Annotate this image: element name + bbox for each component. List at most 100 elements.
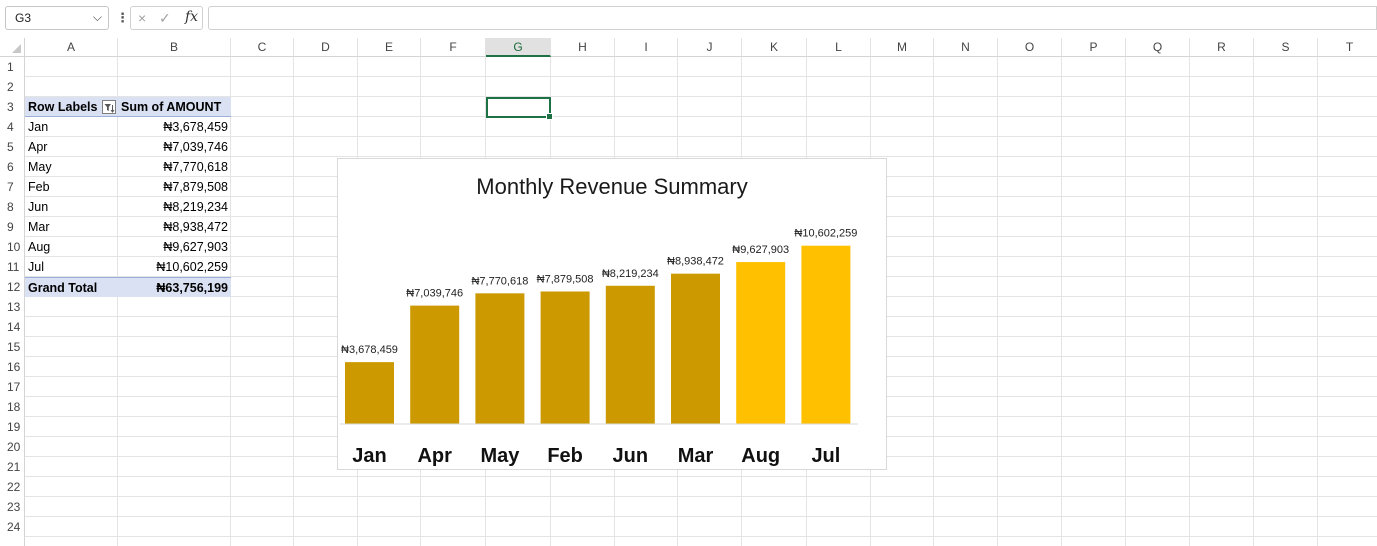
pivot-row-label[interactable]: Jul: [28, 260, 44, 274]
select-all-button[interactable]: [0, 38, 25, 57]
column-header-h[interactable]: H: [551, 38, 615, 57]
column-header-r[interactable]: R: [1190, 38, 1254, 57]
column-header-n[interactable]: N: [934, 38, 998, 57]
column-header-j[interactable]: J: [678, 38, 742, 57]
x-tick-label: May: [480, 445, 520, 467]
gridline: [25, 156, 1377, 157]
bar-apr[interactable]: [410, 305, 460, 424]
gridline: [230, 57, 231, 546]
column-header-d[interactable]: D: [294, 38, 358, 57]
name-box[interactable]: G3 ⌵: [5, 6, 109, 30]
column-header-g[interactable]: G: [486, 38, 551, 57]
row-header-1[interactable]: 1: [0, 57, 25, 77]
pivot-row-label[interactable]: Apr: [28, 140, 48, 154]
column-header-p[interactable]: P: [1062, 38, 1126, 57]
pivot-row-value[interactable]: ₦10,602,259: [156, 260, 228, 274]
pivot-header-row-labels[interactable]: Row Labels: [25, 97, 118, 117]
row-header-11[interactable]: 11: [0, 257, 25, 277]
row-header-17[interactable]: 17: [0, 377, 25, 397]
row-header-12[interactable]: 12: [0, 277, 25, 297]
pivot-row-value[interactable]: ₦8,219,234: [163, 200, 228, 214]
bar-feb[interactable]: [540, 291, 590, 424]
row-header-21[interactable]: 21: [0, 457, 25, 477]
bar-jul[interactable]: [801, 245, 851, 424]
pivot-grand-total-label[interactable]: Grand Total: [25, 277, 118, 297]
row-header-18[interactable]: 18: [0, 397, 25, 417]
row-header-24[interactable]: 24: [0, 517, 25, 537]
name-box-value: G3: [15, 11, 32, 25]
row-header-partial[interactable]: [0, 537, 25, 546]
row-header-10[interactable]: 10: [0, 237, 25, 257]
gridline: [997, 57, 998, 546]
worksheet-grid[interactable]: A B C D E F G H I J K L M N O P Q R S T 1 2 3 4 5 6 7 8 9 10 11 12 13 14 1…: [0, 38, 1377, 546]
pivot-row-value[interactable]: ₦3,678,459: [163, 120, 228, 134]
more-options-icon[interactable]: ⋮: [116, 10, 129, 25]
row-header-3[interactable]: 3: [0, 97, 25, 117]
bar-aug[interactable]: [736, 262, 786, 424]
column-header-a[interactable]: A: [25, 38, 118, 57]
row-header-9[interactable]: 9: [0, 217, 25, 237]
row-header-4[interactable]: 4: [0, 117, 25, 137]
pivot-row-value[interactable]: ₦9,627,903: [163, 240, 228, 254]
cancel-icon[interactable]: ×: [138, 10, 147, 26]
enter-icon[interactable]: ✓: [159, 10, 171, 26]
column-header-e[interactable]: E: [358, 38, 421, 57]
row-header-13[interactable]: 13: [0, 297, 25, 317]
pivot-row-label[interactable]: May: [28, 160, 52, 174]
chart-title: Monthly Revenue Summary: [476, 174, 747, 199]
pivot-row-value[interactable]: ₦7,879,508: [163, 180, 228, 194]
chart-canvas: Monthly Revenue Summary ₦3,678,459 Jan ₦7,…: [340, 174, 858, 467]
active-cell[interactable]: [486, 97, 553, 120]
column-header-c[interactable]: C: [231, 38, 294, 57]
column-header-s[interactable]: S: [1254, 38, 1318, 57]
insert-function-button[interactable]: fx: [185, 9, 199, 25]
column-header-i[interactable]: I: [615, 38, 678, 57]
bar-may[interactable]: [475, 293, 525, 424]
filter-icon[interactable]: [102, 100, 116, 114]
formula-input[interactable]: [208, 6, 1377, 30]
pivot-grand-total-value[interactable]: ₦63,756,199: [118, 277, 231, 297]
row-header-5[interactable]: 5: [0, 137, 25, 157]
pivot-row-value[interactable]: ₦7,039,746: [163, 140, 228, 154]
column-header-b[interactable]: B: [118, 38, 231, 57]
pivot-row-value[interactable]: ₦8,938,472: [163, 220, 228, 234]
data-label: ₦8,938,472: [667, 256, 724, 268]
gridline: [25, 536, 1377, 537]
row-header-19[interactable]: 19: [0, 417, 25, 437]
x-tick-label: Jan: [352, 445, 386, 467]
data-label: ₦7,039,746: [406, 288, 463, 300]
bar-jun[interactable]: [605, 285, 655, 424]
column-header-q[interactable]: Q: [1126, 38, 1190, 57]
row-header-23[interactable]: 23: [0, 497, 25, 517]
row-header-8[interactable]: 8: [0, 197, 25, 217]
gridline: [117, 57, 118, 546]
row-header-15[interactable]: 15: [0, 337, 25, 357]
row-header-20[interactable]: 20: [0, 437, 25, 457]
row-header-16[interactable]: 16: [0, 357, 25, 377]
pivot-row-label[interactable]: Jun: [28, 200, 49, 214]
pivot-row-value[interactable]: ₦7,770,618: [163, 160, 228, 174]
x-tick-label: Jul: [811, 445, 840, 467]
pivot-row-label[interactable]: Feb: [28, 180, 50, 194]
row-header-2[interactable]: 2: [0, 77, 25, 97]
pivot-header-sum-amount[interactable]: Sum of AMOUNT: [118, 97, 231, 117]
x-tick-label: Aug: [741, 445, 780, 467]
column-header-k[interactable]: K: [742, 38, 807, 57]
pivot-row-label[interactable]: Jan: [28, 120, 49, 134]
revenue-chart[interactable]: Monthly Revenue Summary ₦3,678,459 Jan ₦7,…: [337, 158, 887, 470]
column-header-t[interactable]: T: [1318, 38, 1377, 57]
column-header-m[interactable]: M: [871, 38, 934, 57]
column-header-o[interactable]: O: [998, 38, 1062, 57]
column-header-l[interactable]: L: [807, 38, 871, 57]
row-header-6[interactable]: 6: [0, 157, 25, 177]
row-header-7[interactable]: 7: [0, 177, 25, 197]
row-header-22[interactable]: 22: [0, 477, 25, 497]
pivot-row-label[interactable]: Aug: [28, 240, 51, 254]
chevron-down-icon[interactable]: ⌵: [92, 10, 102, 24]
column-header-f[interactable]: F: [421, 38, 486, 57]
row-header-14[interactable]: 14: [0, 317, 25, 337]
fill-handle[interactable]: [546, 113, 553, 120]
bar-mar[interactable]: [671, 273, 720, 424]
pivot-row-label[interactable]: Mar: [28, 220, 50, 234]
bar-jan[interactable]: [345, 362, 394, 424]
